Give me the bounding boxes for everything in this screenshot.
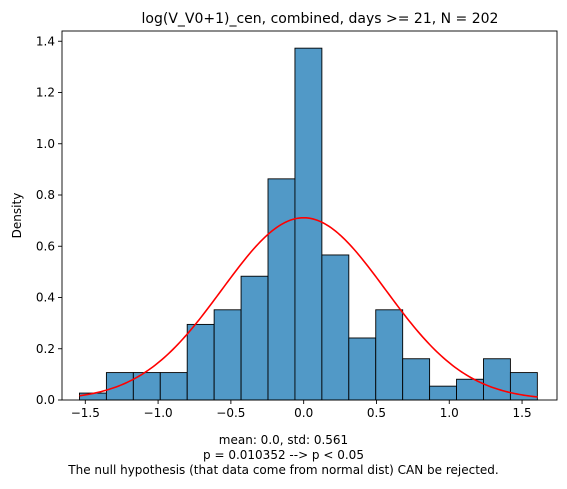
stats-caption: mean: 0.0, std: 0.561 p = 0.010352 --> p… [0, 433, 567, 478]
histogram-bar [402, 358, 431, 401]
x-tick-label: 1.0 [440, 406, 459, 420]
histogram-bar [321, 254, 350, 401]
histogram-bar [429, 385, 457, 401]
chart-title: log(V_V0+1)_cen, combined, days >= 21, N… [142, 11, 499, 27]
x-tick-label: −1.5 [71, 406, 100, 420]
x-tick-label: −1.0 [144, 406, 173, 420]
x-tick-label: 1.5 [513, 406, 532, 420]
histogram-bar [483, 358, 511, 401]
histogram-bar [375, 309, 404, 401]
y-tick-label: 1.4 [36, 34, 55, 48]
histogram-bar [186, 323, 215, 401]
normal-fit-curve [79, 216, 538, 398]
x-tick-label: 0.5 [367, 406, 386, 420]
x-tick-label: −0.5 [216, 406, 245, 420]
y-tick-label: 1.0 [36, 137, 55, 151]
y-tick-label: 0.0 [36, 393, 55, 407]
y-tick-label: 0.8 [36, 188, 55, 202]
histogram-bar [294, 47, 323, 401]
y-tick-label: 0.4 [36, 291, 55, 305]
caption-p-value: p = 0.010352 --> p < 0.05 [203, 448, 364, 462]
y-axis: 0.0 0.2 0.4 0.6 0.8 1.0 1.2 1.4 [36, 34, 62, 407]
histogram-bar [240, 275, 269, 401]
histogram-bar [159, 372, 188, 401]
caption-conclusion: The null hypothesis (that data come from… [68, 463, 499, 477]
x-axis: −1.5 −1.0 −0.5 0.0 0.5 1.0 1.5 [71, 400, 532, 420]
histogram-bars [79, 47, 538, 401]
histogram-bar [267, 178, 296, 401]
caption-mean-std: mean: 0.0, std: 0.561 [218, 433, 349, 447]
histogram-bar [348, 337, 377, 401]
y-tick-label: 0.6 [36, 239, 55, 253]
x-tick-label: 0.0 [294, 406, 313, 420]
y-tick-label: 1.2 [36, 86, 55, 100]
y-axis-label: Density [10, 193, 24, 239]
histogram-bar [213, 309, 242, 401]
y-tick-label: 0.2 [36, 342, 55, 356]
plot-frame [61, 30, 558, 401]
